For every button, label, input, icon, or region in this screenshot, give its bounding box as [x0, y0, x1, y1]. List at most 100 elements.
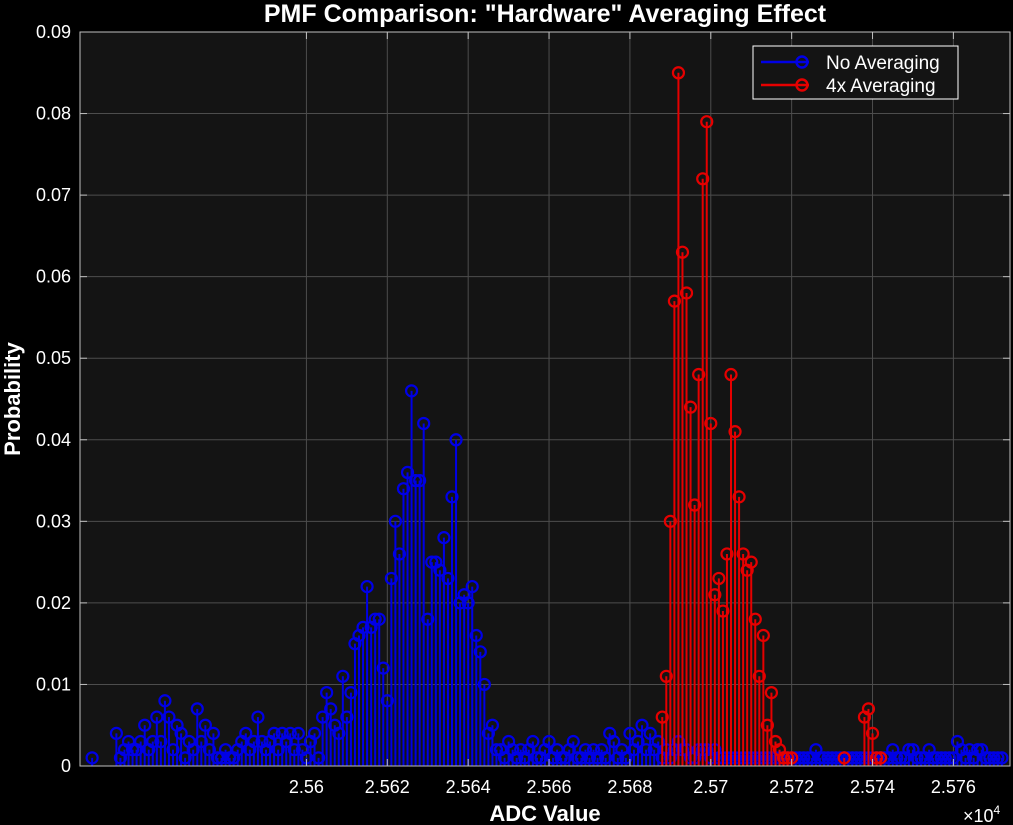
stem-marker [797, 751, 811, 765]
x-tick-label: 2.574 [850, 777, 895, 797]
y-tick-label: 0 [61, 756, 71, 776]
stem-marker [485, 718, 500, 732]
x-tick-label: 2.566 [527, 777, 572, 797]
axis-ticks: 2.56 2.562 2.564 2.566 2.568 2.57 2.572 2.574 2.… [36, 22, 1010, 797]
stem-marker [449, 433, 463, 447]
stem-marker [162, 710, 176, 724]
y-tick-label: 0.01 [36, 674, 71, 694]
stem-marker [497, 751, 512, 765]
stem-marker [655, 710, 669, 724]
stem-marker [404, 384, 419, 398]
stem-marker [776, 751, 791, 765]
stem-marker [789, 751, 803, 765]
stem-marker [675, 245, 690, 259]
x-tick-label: 2.576 [931, 777, 976, 797]
stem-marker [688, 498, 702, 512]
legend-label-no-averaging: No Averaging [826, 53, 940, 74]
stem-marker [138, 718, 152, 732]
stem-marker [340, 710, 354, 724]
stem-marker [392, 547, 407, 561]
stem-marker [372, 612, 386, 626]
stem-marker [869, 751, 884, 765]
stem-marker [223, 751, 237, 765]
x-axis-title: ADC Value [489, 801, 600, 825]
stem-marker [801, 751, 815, 765]
stem-marker [930, 751, 944, 765]
y-tick-label: 0.06 [36, 267, 71, 287]
stem-marker [813, 751, 827, 765]
stem-marker [914, 751, 928, 765]
stem-marker [837, 751, 851, 765]
stem-marker [781, 751, 795, 765]
stem-marker [287, 743, 301, 757]
stem-marker [202, 743, 216, 757]
stem-marker [554, 751, 568, 765]
stem-marker [732, 490, 746, 504]
stem-marker [267, 726, 281, 740]
stem-marker [894, 751, 908, 765]
stem-marker [441, 571, 455, 586]
stem-marker [166, 743, 180, 757]
stem-marker [530, 751, 544, 765]
series-4x-averaging [655, 66, 888, 766]
stem-marker [320, 685, 334, 700]
stem-marker [817, 751, 831, 765]
stem-marker [198, 718, 212, 732]
stem-marker [878, 751, 892, 765]
stem-marker [829, 751, 843, 765]
stem-marker [409, 473, 423, 488]
stem-marker [566, 734, 580, 749]
stem-marker [692, 367, 706, 382]
y-tick-label: 0.07 [36, 185, 71, 205]
y-axis-title: Probability [0, 341, 25, 455]
stem-marker [384, 571, 398, 586]
y-tick-label: 0.08 [36, 104, 71, 124]
stem-marker [736, 547, 750, 561]
stem-marker [433, 563, 447, 577]
stem-marker [283, 726, 297, 740]
stem-marker [631, 734, 645, 749]
stem-marker [748, 612, 762, 626]
stem-marker [926, 751, 940, 765]
stem-marker [607, 734, 621, 749]
stem-marker [396, 482, 411, 496]
stem-marker [356, 620, 370, 634]
stem-marker [134, 734, 148, 749]
stem-marker [425, 555, 439, 569]
stem-marker [853, 751, 867, 765]
stem-marker [756, 628, 770, 643]
stem-marker [728, 425, 742, 439]
x-tick-label: 2.562 [365, 777, 410, 797]
stem-marker [724, 367, 738, 382]
x-axis-exponent-base: ×10 [963, 806, 994, 825]
stem-marker [679, 286, 694, 300]
legend-box [752, 45, 959, 100]
stem-marker [85, 751, 99, 765]
stem-marker [704, 416, 718, 431]
stem-marker [307, 726, 322, 740]
stem-marker [744, 555, 758, 569]
x-axis-exponent-label: ×104 [963, 803, 1001, 825]
stem-marker [360, 579, 374, 594]
stem-marker [146, 734, 160, 749]
stem-marker [841, 751, 855, 765]
stem-marker [251, 710, 265, 724]
stem-marker [150, 710, 164, 724]
stem-marker [683, 400, 698, 414]
stem-marker [461, 596, 475, 610]
stem-marker [526, 734, 540, 749]
stem-marker [700, 115, 714, 129]
grid-lines [80, 32, 1010, 766]
stem-marker [983, 751, 997, 765]
legend-marker-no-averaging [795, 55, 809, 69]
stem-marker [186, 743, 200, 757]
x-tick-label: 2.564 [446, 777, 491, 797]
axes-background [80, 32, 1010, 766]
stem-marker [437, 531, 451, 545]
stem-marker [247, 734, 261, 749]
stem-marker [938, 751, 952, 765]
stem-marker [821, 751, 835, 765]
stem-marker [712, 571, 726, 586]
stem-marker [599, 751, 613, 765]
stem-marker [445, 490, 459, 504]
